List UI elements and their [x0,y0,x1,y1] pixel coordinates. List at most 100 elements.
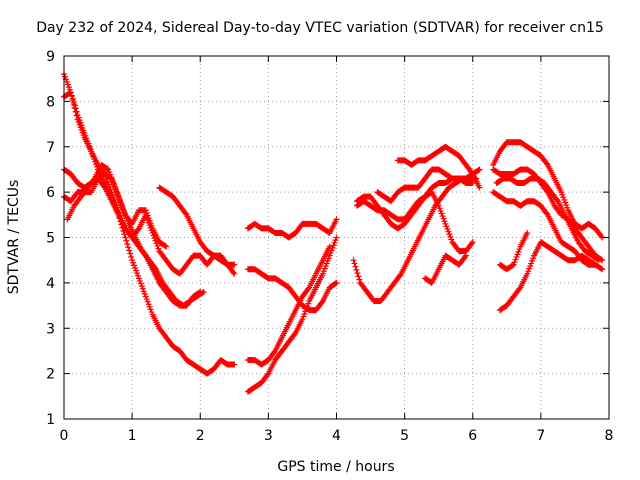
data-point [71,104,78,111]
y-tick-label: 5 [46,231,55,247]
data-point [595,257,602,264]
series-track [394,143,483,191]
data-point [516,285,523,292]
data-point [355,273,362,280]
data-point [199,289,206,296]
x-tick-label: 1 [128,428,137,444]
data-point [332,280,339,287]
data-point [125,244,132,251]
x-tick-label: 6 [468,428,477,444]
series-track [156,184,238,268]
data-point [461,253,468,260]
data-point [70,100,77,107]
series-track [353,189,476,255]
series-track [497,229,531,273]
data-point [476,184,483,191]
data-point [271,349,278,356]
data-point [67,89,74,96]
series-track [374,166,483,205]
data-point [543,160,550,167]
data-point [599,266,606,273]
series-track [422,252,469,286]
data-point [598,233,605,240]
data-point [524,229,531,236]
series-track [244,234,340,395]
data-point [123,237,130,244]
y-tick-label: 4 [46,276,55,292]
data-point [591,261,598,268]
data-point [462,252,469,259]
data-point [397,272,404,279]
series-track [497,239,599,314]
data-point [127,250,134,257]
data-point [598,265,605,272]
x-axis-label: GPS time / hours [277,459,394,475]
data-point [72,108,79,115]
data-point [66,89,73,96]
series-track [244,243,333,368]
y-tick-label: 3 [46,321,55,337]
data-point [352,263,359,270]
data-point [90,176,97,183]
data-point [104,165,111,172]
data-point [126,247,133,254]
x-tick-label: 5 [400,428,409,444]
data-point [333,234,340,241]
data-point [121,231,128,238]
series-track [490,139,606,241]
data-point [100,183,107,190]
data-point [291,331,298,338]
data-point [351,260,358,267]
data-point [151,264,158,271]
data-point [469,239,476,246]
data-point [134,226,141,233]
data-point [128,253,135,260]
data-point [543,210,550,217]
data-point [162,242,169,249]
data-points [61,71,606,395]
data-point [231,270,238,277]
chart-title: Day 232 of 2024, Sidereal Day-to-day VTE… [36,20,604,36]
x-tick-label: 7 [536,428,545,444]
x-tick-label: 3 [264,428,273,444]
data-point [182,210,189,217]
data-point [68,93,75,100]
data-point [200,288,207,295]
data-point [354,270,361,277]
series-track [64,161,207,309]
data-point [333,216,340,223]
data-point [553,196,560,203]
data-point [468,169,475,176]
data-point [124,240,131,247]
data-point [594,256,601,263]
y-tick-label: 2 [46,367,55,383]
data-point [475,167,482,174]
data-point [333,279,340,286]
data-point [476,166,483,173]
data-point [353,266,360,273]
series-track [353,175,476,232]
data-point [356,276,363,283]
y-tick-label: 9 [46,49,55,65]
data-point [163,243,170,250]
x-tick-label: 2 [196,428,205,444]
y-axis-label: SDTVAR / TECUs [6,180,22,295]
data-point [318,299,325,306]
data-point [231,361,238,368]
data-point [230,269,237,276]
y-tick-label: 8 [46,94,55,110]
x-tick-label: 8 [605,428,614,444]
data-point [73,112,80,119]
x-tick-label: 4 [332,428,341,444]
series-track [244,216,340,241]
series-track [493,175,602,264]
data-point [69,97,76,104]
data-point [469,180,476,187]
y-tick-label: 6 [46,185,55,201]
data-point [305,285,312,292]
data-point [350,257,357,264]
